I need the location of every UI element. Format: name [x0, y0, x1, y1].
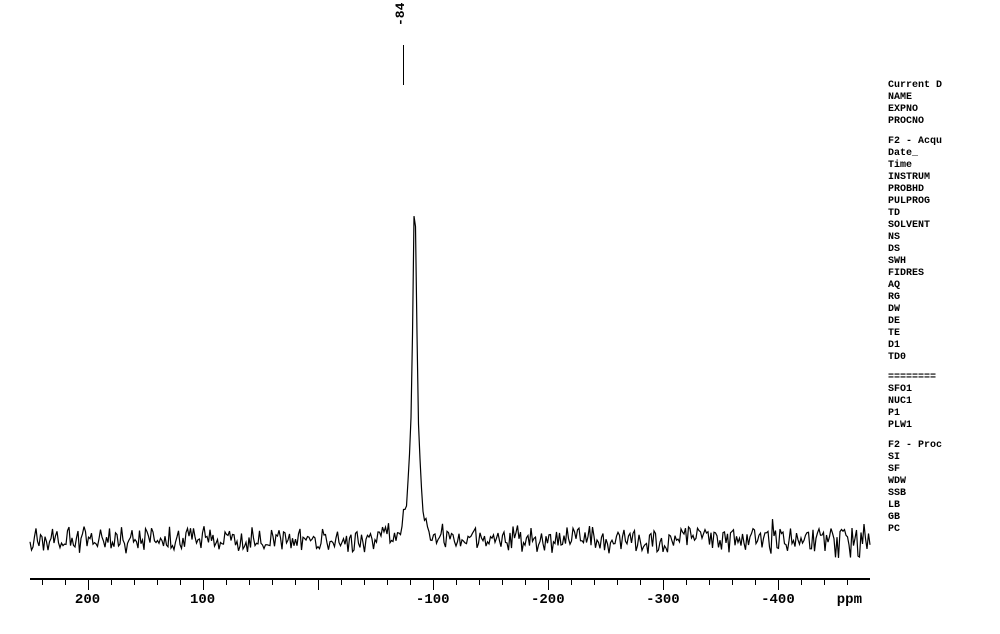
param-divider: ======== — [888, 372, 1000, 384]
param-line: LB — [888, 500, 1000, 512]
x-axis-minor-tick — [571, 580, 572, 585]
x-axis-minor-tick — [387, 580, 388, 585]
param-line: TD — [888, 208, 1000, 220]
x-axis-minor-tick — [364, 580, 365, 585]
param-line: Time — [888, 160, 1000, 172]
param-header-line: EXPNO — [888, 104, 1000, 116]
x-axis-minor-tick — [226, 580, 227, 585]
x-axis-major-tick — [433, 580, 434, 590]
param-line: SWH — [888, 256, 1000, 268]
param-line: D1 — [888, 340, 1000, 352]
x-axis-major-tick — [318, 580, 319, 590]
param-line: RG — [888, 292, 1000, 304]
param-line: FIDRES — [888, 268, 1000, 280]
x-axis-minor-tick — [502, 580, 503, 585]
x-axis-minor-tick — [410, 580, 411, 585]
param-line: SF — [888, 464, 1000, 476]
x-axis-minor-tick — [295, 580, 296, 585]
spectrum-trace — [10, 0, 880, 634]
x-axis-minor-tick — [111, 580, 112, 585]
x-axis-tick-label: -200 — [531, 592, 565, 608]
x-axis-minor-tick — [272, 580, 273, 585]
x-axis-tick-label: 100 — [190, 592, 215, 608]
x-axis-minor-tick — [732, 580, 733, 585]
param-line: SFO1 — [888, 384, 1000, 396]
param-line: PLW1 — [888, 420, 1000, 432]
acquisition-parameters: Current DNAMEEXPNOPROCNO F2 - AcquDate_Ti… — [888, 80, 1000, 536]
param-line: PROBHD — [888, 184, 1000, 196]
x-axis-tick-label: -400 — [761, 592, 795, 608]
x-axis-minor-tick — [801, 580, 802, 585]
x-axis-minor-tick — [709, 580, 710, 585]
param-line: PULPROG — [888, 196, 1000, 208]
x-axis-minor-tick — [686, 580, 687, 585]
param-line: P1 — [888, 408, 1000, 420]
param-line: SI — [888, 452, 1000, 464]
param-line: PC — [888, 524, 1000, 536]
param-line: TD0 — [888, 352, 1000, 364]
x-axis-major-tick — [778, 580, 779, 590]
param-line: INSTRUM — [888, 172, 1000, 184]
param-line: WDW — [888, 476, 1000, 488]
param-header-line: Current D — [888, 80, 1000, 92]
param-line: DS — [888, 244, 1000, 256]
param-line: NUC1 — [888, 396, 1000, 408]
param-gap — [888, 128, 1000, 136]
param-section-title: F2 - Proc — [888, 440, 1000, 452]
x-axis-minor-tick — [42, 580, 43, 585]
x-axis-minor-tick — [341, 580, 342, 585]
x-axis-minor-tick — [525, 580, 526, 585]
param-gap — [888, 432, 1000, 440]
x-axis-minor-tick — [157, 580, 158, 585]
nmr-spectrum-plot: -84.35 200100-100-200-300-400 ppm — [10, 0, 880, 634]
param-line: AQ — [888, 280, 1000, 292]
param-header-line: PROCNO — [888, 116, 1000, 128]
x-axis-major-tick — [203, 580, 204, 590]
x-axis-minor-tick — [180, 580, 181, 585]
x-axis-minor-tick — [249, 580, 250, 585]
x-axis-minor-tick — [755, 580, 756, 585]
x-axis-tick-label: 200 — [75, 592, 100, 608]
x-axis-unit: ppm — [837, 592, 862, 608]
x-axis-tick-label: -100 — [416, 592, 450, 608]
param-line: DE — [888, 316, 1000, 328]
param-line: SOLVENT — [888, 220, 1000, 232]
param-gap — [888, 364, 1000, 372]
param-header-line: NAME — [888, 92, 1000, 104]
x-axis-major-tick — [88, 580, 89, 590]
param-section-title: F2 - Acqu — [888, 136, 1000, 148]
param-line: NS — [888, 232, 1000, 244]
param-line: GB — [888, 512, 1000, 524]
x-axis-major-tick — [548, 580, 549, 590]
x-axis-minor-tick — [479, 580, 480, 585]
x-axis-minor-tick — [456, 580, 457, 585]
param-line: DW — [888, 304, 1000, 316]
x-axis-minor-tick — [65, 580, 66, 585]
x-axis-minor-tick — [847, 580, 848, 585]
param-line: TE — [888, 328, 1000, 340]
x-axis-tick-label: -300 — [646, 592, 680, 608]
x-axis-minor-tick — [134, 580, 135, 585]
x-axis-minor-tick — [824, 580, 825, 585]
x-axis-minor-tick — [617, 580, 618, 585]
x-axis-major-tick — [663, 580, 664, 590]
param-line: Date_ — [888, 148, 1000, 160]
x-axis-minor-tick — [640, 580, 641, 585]
x-axis-minor-tick — [594, 580, 595, 585]
param-line: SSB — [888, 488, 1000, 500]
